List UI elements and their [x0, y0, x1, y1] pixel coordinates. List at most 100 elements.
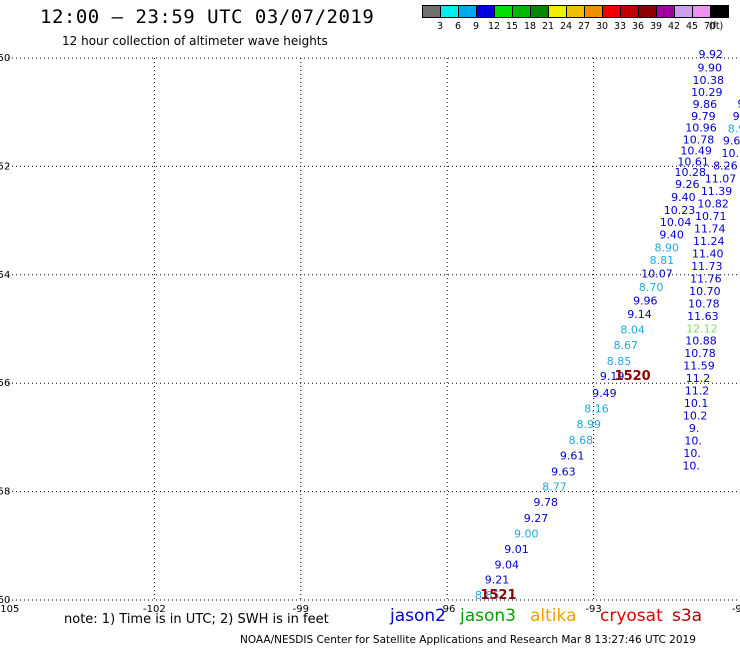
- wave-height-value: 8.04: [620, 323, 645, 336]
- wave-height-value: 8.99: [576, 418, 601, 431]
- wave-height-value: 12.12: [686, 322, 718, 335]
- wave-height-value: 10.: [721, 147, 739, 160]
- x-tick-label: -99: [293, 604, 309, 615]
- satellite-jason3: jason3: [460, 606, 516, 626]
- scale-unit: (ft): [708, 21, 724, 32]
- credit-line: NOAA/NESDIS Center for Satellite Applica…: [240, 634, 696, 646]
- scale-label: 3: [436, 21, 444, 32]
- wave-height-value: 9.26: [738, 97, 740, 110]
- scale-label: 18: [523, 21, 537, 32]
- scale-swatch: [710, 5, 729, 18]
- wave-height-value: 9.01: [504, 543, 529, 556]
- wave-height-value: 10.: [683, 447, 701, 460]
- wave-height-value: 10.28: [674, 166, 706, 179]
- scale-label: 6: [454, 21, 462, 32]
- wave-height-value: 10.2: [683, 410, 708, 423]
- wave-height-value: 8.90: [655, 241, 680, 254]
- wave-height-value: 9.21: [485, 574, 510, 587]
- scale-label: 27: [577, 21, 591, 32]
- wave-height-value: 9.04: [494, 559, 519, 572]
- wave-height-value: 8.67: [614, 339, 639, 352]
- pass-time-label: 1520: [615, 369, 651, 384]
- wave-height-value: 9.49: [592, 387, 617, 400]
- wave-height-value: 9.61: [560, 450, 585, 463]
- wave-height-value: 8.85: [607, 355, 632, 368]
- x-tick-label: -102: [143, 604, 166, 615]
- x-tick-label: -105: [0, 604, 19, 615]
- wave-height-value: 10.82: [697, 198, 729, 211]
- scale-label: 21: [541, 21, 555, 32]
- x-tick-label: -93: [585, 604, 601, 615]
- wave-height-value: 10.49: [680, 144, 712, 157]
- wave-height-value: 11.39: [701, 185, 733, 198]
- scale-label: 15: [505, 21, 519, 32]
- wave-height-value: 8.26: [713, 160, 738, 173]
- scale-label: 42: [667, 21, 681, 32]
- y-tick-label: -60: [0, 595, 10, 606]
- wave-height-value: 11.59: [683, 360, 715, 373]
- x-tick-label: -96: [439, 604, 455, 615]
- y-tick-label: -52: [0, 161, 10, 172]
- y-tick-label: -56: [0, 378, 10, 389]
- wave-height-value: 8.81: [650, 254, 675, 267]
- wave-height-value: 9.62: [723, 135, 740, 148]
- wave-height-value: 10.88: [685, 335, 717, 348]
- wave-height-value: 8.16: [584, 402, 609, 415]
- wave-height-value: 10.: [684, 434, 702, 447]
- wave-height-value: 8.95: [728, 122, 740, 135]
- wave-height-value: 10.78: [684, 347, 716, 360]
- wave-height-value: 10.96: [685, 122, 717, 135]
- scale-label: 30: [595, 21, 609, 32]
- wave-height-value: 9.79: [691, 110, 716, 123]
- satellite-s3a: s3a: [672, 606, 703, 626]
- y-tick-label: -50: [0, 53, 10, 64]
- scale-label: 45: [685, 21, 699, 32]
- wave-height-value: 9.96: [633, 295, 658, 308]
- chart-title: 12:00 – 23:59 UTC 03/07/2019: [40, 6, 375, 28]
- wave-height-value: 9.40: [659, 228, 684, 241]
- wave-height-value: 8.85: [475, 589, 500, 602]
- wave-height-value: 11.2: [686, 372, 711, 385]
- scale-label: 33: [613, 21, 627, 32]
- footer-note: note: 1) Time is in UTC; 2) SWH is in fe…: [64, 612, 329, 627]
- wave-height-value: 10.1: [684, 397, 709, 410]
- scale-label: 36: [631, 21, 645, 32]
- wave-height-value: 9.86: [693, 98, 718, 111]
- wave-height-value: 9.78: [534, 496, 559, 509]
- wave-height-value: 10.23: [664, 204, 696, 217]
- scale-label: 9: [472, 21, 480, 32]
- wave-height-value: 9.90: [697, 62, 722, 75]
- wave-height-value: 11.74: [694, 223, 726, 236]
- wave-height-value: 11.73: [691, 260, 723, 273]
- scale-label: 70: [703, 21, 717, 32]
- wave-height-value: 10.61: [677, 155, 709, 168]
- wave-height-value: 8.77: [542, 481, 567, 494]
- wave-height-value: 10.71: [695, 210, 727, 223]
- wave-height-value: 9.00: [514, 528, 539, 541]
- wave-height-value: 10.78: [688, 297, 720, 310]
- wave-height-value: 9.40: [671, 191, 696, 204]
- wave-height-value: 9.26: [675, 178, 700, 191]
- wave-height-value: 11.2: [685, 385, 710, 398]
- wave-height-value: 9.19: [733, 110, 740, 123]
- wave-height-value: 8.70: [639, 281, 664, 294]
- satellite-altika: altika: [530, 606, 577, 626]
- wave-height-value: 9.14: [627, 308, 652, 321]
- wave-height-value: 11.76: [690, 272, 722, 285]
- wave-height-value: 11.24: [693, 235, 725, 248]
- x-tick-label: -90: [732, 604, 740, 615]
- wave-height-value: 10.78: [683, 134, 715, 147]
- scale-label: 39: [649, 21, 663, 32]
- wave-height-value: 9.: [689, 422, 700, 435]
- chart-subtitle: 12 hour collection of altimeter wave hei…: [62, 34, 328, 48]
- wave-height-value: 10.29: [691, 86, 723, 99]
- wave-height-value: 10.04: [660, 216, 692, 229]
- satellite-cryosat: cryosat: [600, 606, 663, 626]
- y-tick-label: -54: [0, 270, 10, 281]
- wave-height-value: 10.38: [693, 74, 725, 87]
- satellite-jason2: jason2: [390, 606, 446, 626]
- scale-label: 24: [559, 21, 573, 32]
- wave-height-value: 8.68: [569, 434, 594, 447]
